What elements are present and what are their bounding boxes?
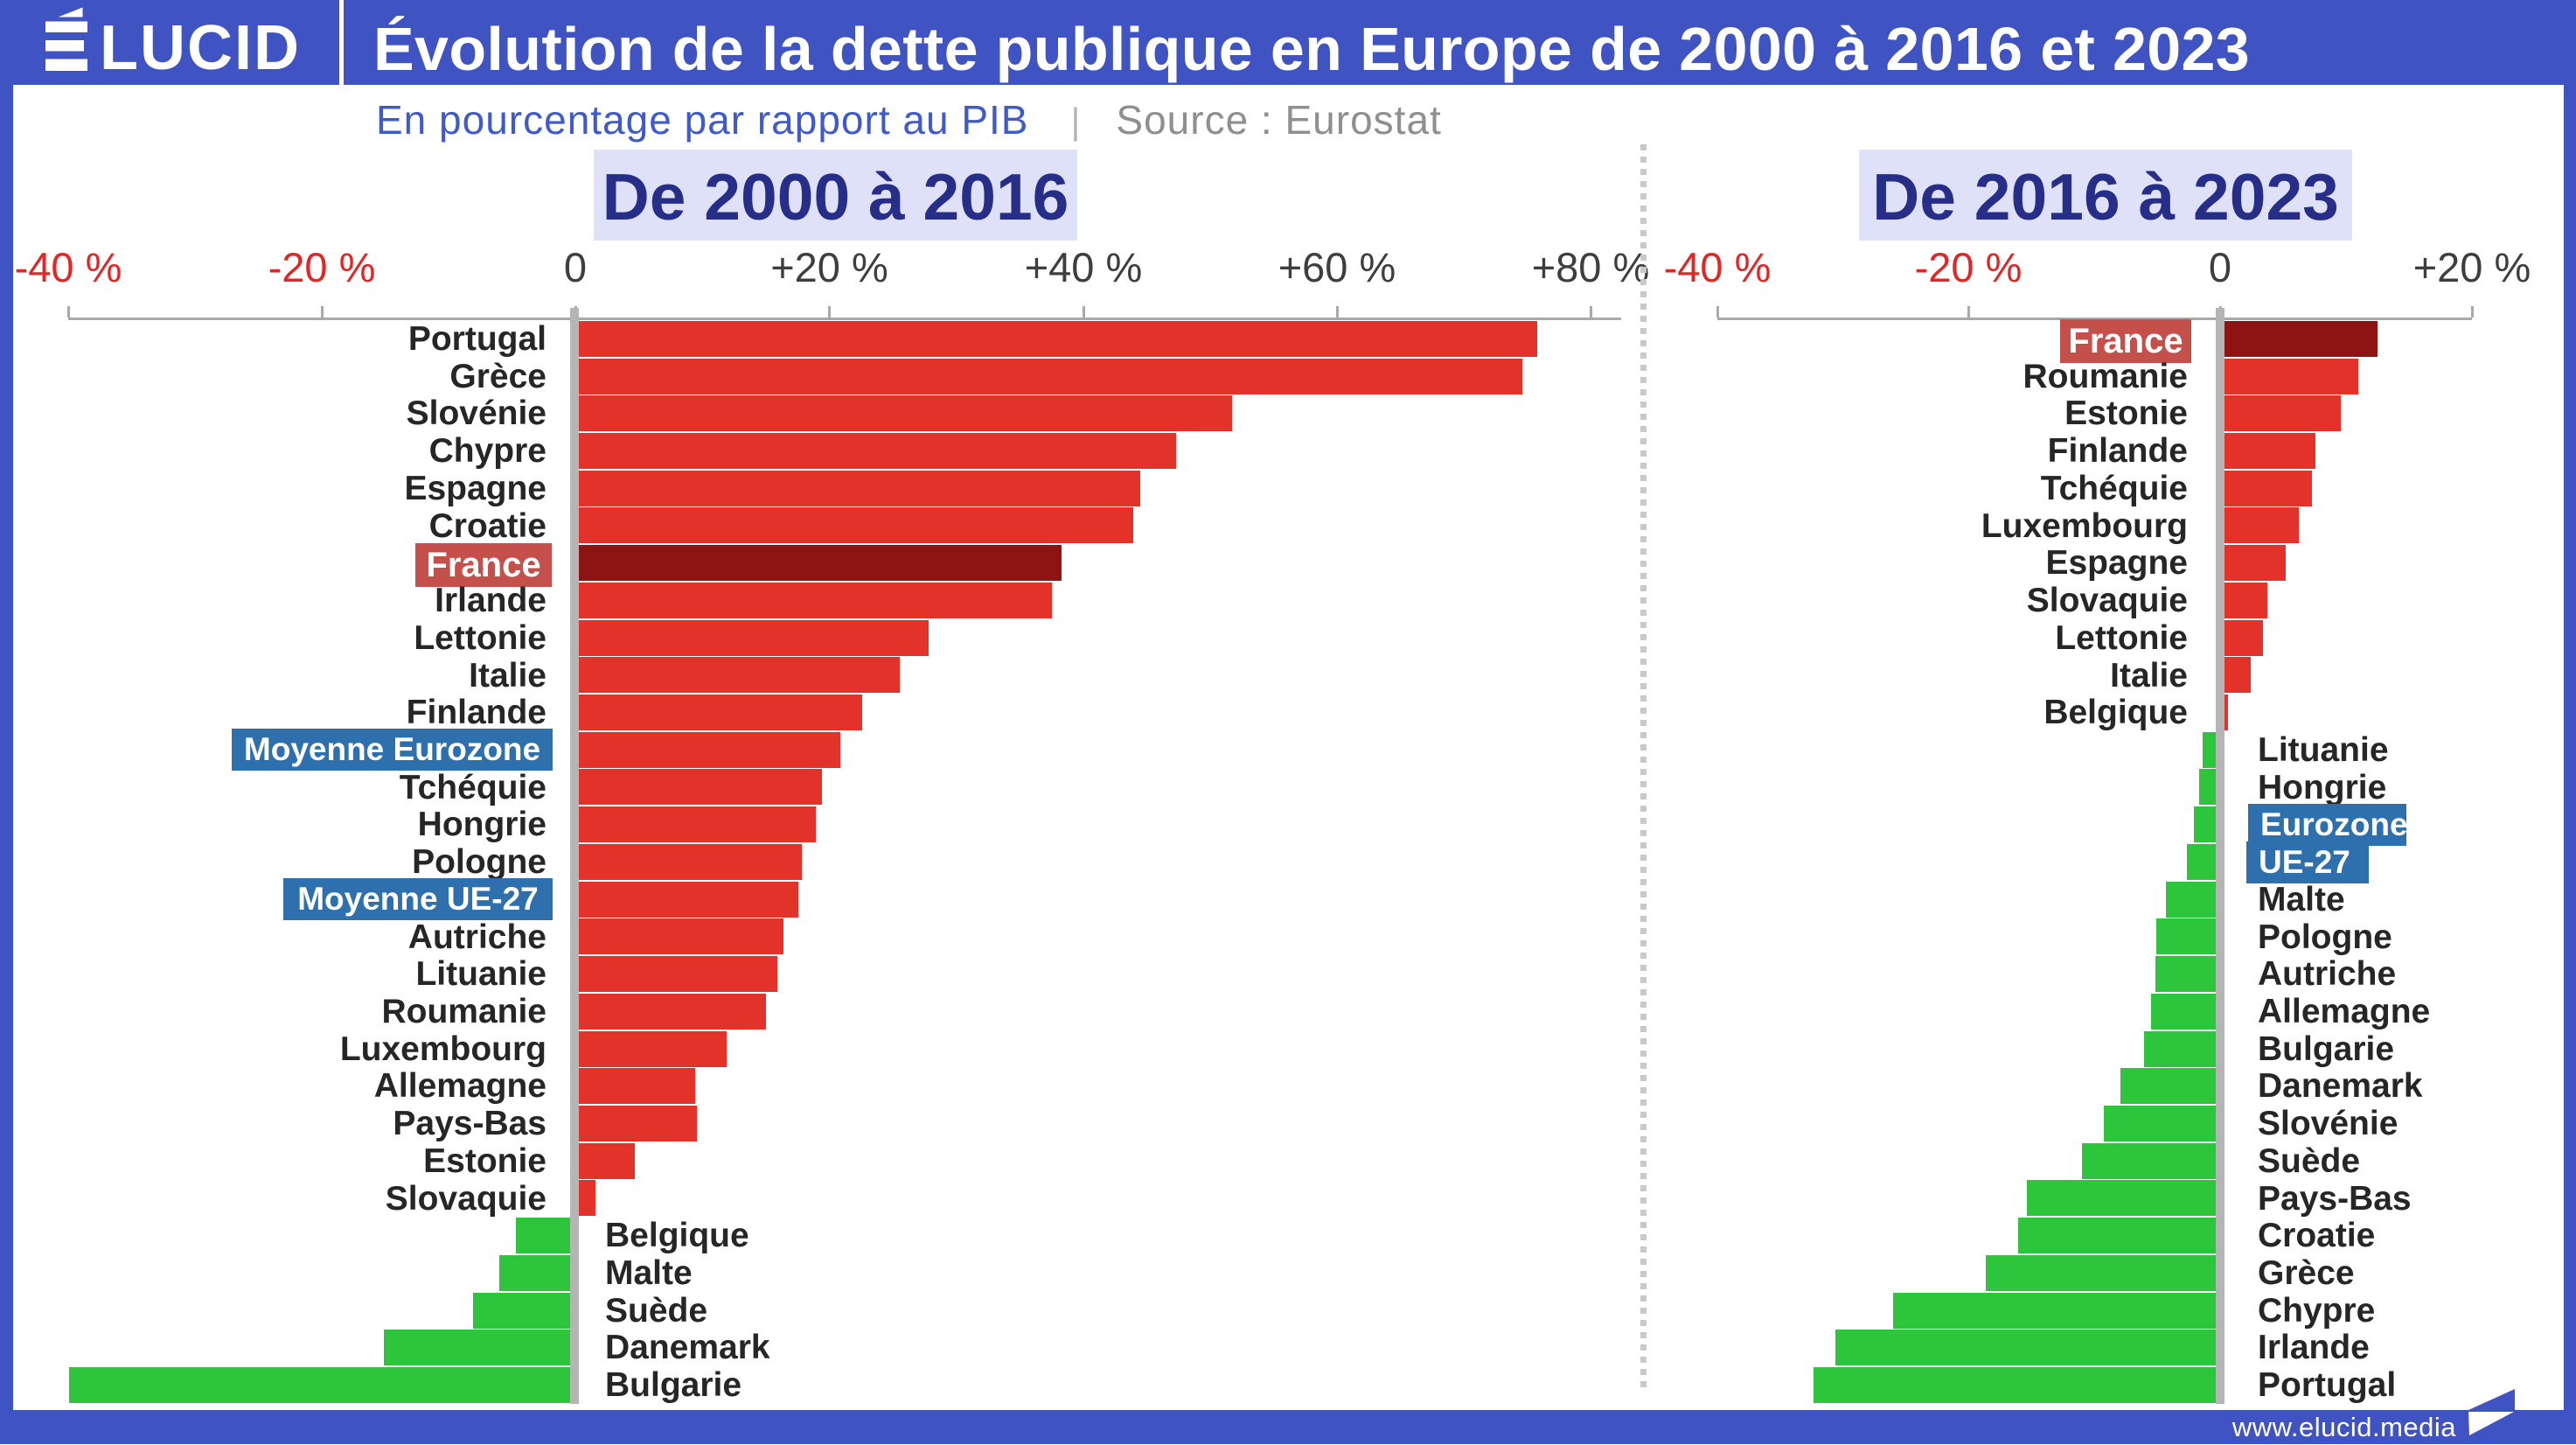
svg-text:LUCID: LUCID (100, 13, 301, 83)
